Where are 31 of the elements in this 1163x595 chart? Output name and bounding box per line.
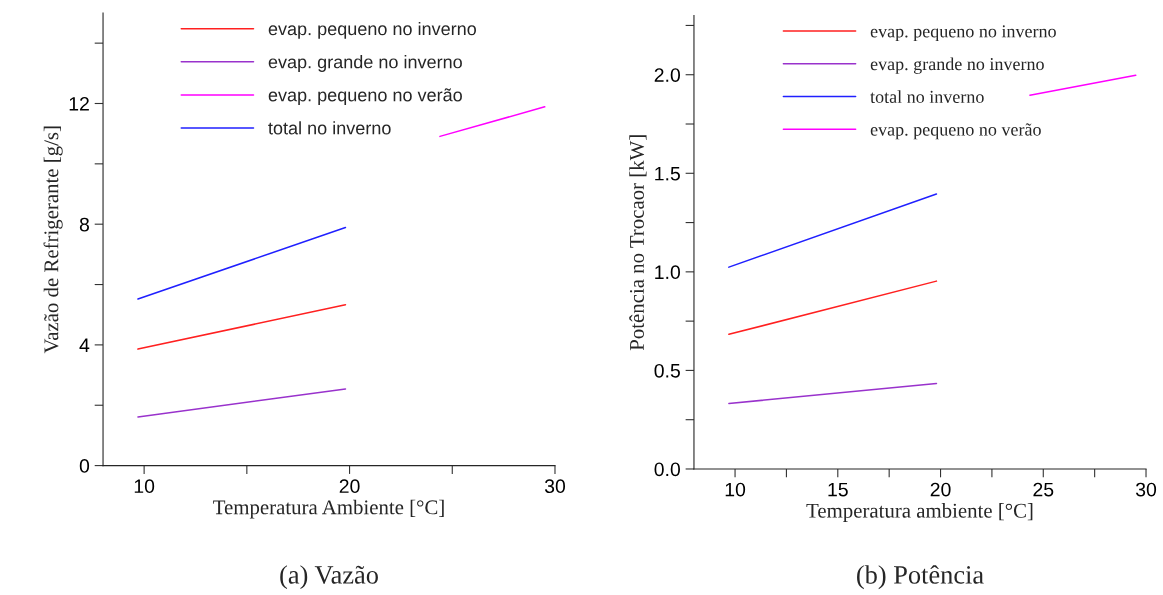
y-tick-label: 2.0 (654, 68, 681, 82)
x-tick-label: 25 (1033, 482, 1054, 497)
legend-label: evap. pequeno no inverno (870, 25, 1056, 42)
x-tick-label: 30 (1135, 482, 1157, 497)
y-tick-label: 1.5 (655, 166, 680, 181)
x-tick-label: 30 (544, 479, 566, 494)
x-tick-label: 20 (930, 482, 951, 497)
y-tick-label: 12 (69, 96, 89, 111)
y-tick-label: 1.0 (655, 265, 681, 280)
x-axis-title: Temperatura ambiente [°C] (806, 503, 1033, 522)
legend-label: evap. grande no inverno (268, 55, 462, 72)
legend-label: evap. pequeno no verão (268, 88, 462, 105)
x-tick-label: 10 (134, 479, 155, 494)
x-tick-label: 20 (339, 479, 360, 494)
legend-label: total no inverno (268, 121, 391, 135)
legend-label: evap. pequeno no inverno (268, 22, 476, 39)
text: (b) Potência (857, 565, 984, 590)
legend-label: total no inverno (870, 90, 984, 103)
x-axis-title: Temperatura Ambiente [°C] (213, 499, 444, 519)
y-axis-title: Vazão de Refrigerante [g/s] (43, 126, 63, 354)
x-tick-label: 10 (725, 482, 746, 497)
x-tick-label: 15 (828, 482, 848, 497)
legend-label: evap. grande no inverno (870, 57, 1044, 74)
y-tick-label: 0 (79, 459, 90, 473)
y-axis-title: Potência no Trocaor [kW] (629, 135, 647, 351)
legend-label: evap. pequeno no verão (870, 123, 1041, 140)
y-tick-label: 8 (79, 217, 89, 232)
y-tick-label: 0.5 (654, 363, 680, 378)
y-tick-label: 4 (79, 338, 90, 352)
text: (a) Vazão (280, 565, 378, 590)
y-tick-label: 0.0 (654, 462, 681, 477)
